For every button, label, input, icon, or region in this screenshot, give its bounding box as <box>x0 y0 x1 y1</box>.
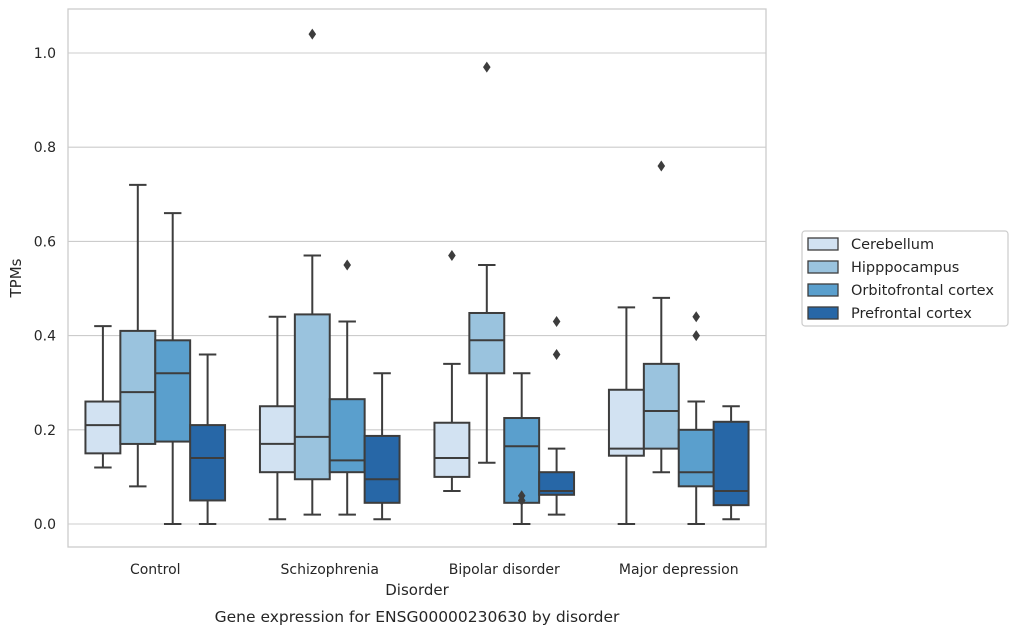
y-axis-ticks: 0.0 0.2 0.4 0.6 0.8 1.0 <box>34 46 56 533</box>
x-tick-label: Control <box>130 562 181 578</box>
box-hipppocampus <box>468 61 506 464</box>
legend-swatch <box>807 283 839 297</box>
box-cerebellum <box>607 306 645 525</box>
outlier-point <box>308 28 317 40</box>
legend-frame <box>801 230 1009 327</box>
boxes <box>84 28 750 525</box>
box-orbitofrontal-cortex <box>503 372 541 525</box>
legend-swatch <box>807 306 839 320</box>
box-cerebellum <box>258 315 296 521</box>
iqr-box <box>468 311 506 375</box>
box-orbitofrontal-cortex <box>154 212 192 525</box>
plot-area-frame <box>67 8 767 548</box>
box-cerebellum <box>433 250 471 493</box>
box-prefrontal-cortex <box>189 353 227 525</box>
chart-caption: Gene expression for ENSG00000230630 by d… <box>215 608 620 626</box>
outlier-point <box>692 311 700 323</box>
y-tick-label: 0.0 <box>34 517 56 533</box>
y-tick-label: 0.2 <box>34 423 56 439</box>
iqr-box <box>119 329 157 445</box>
legend-label: Orbitofrontal cortex <box>851 283 994 299</box>
x-axis-ticks: Control Schizophrenia Bipolar disorder Majo… <box>130 562 739 578</box>
legend-label: Cerebellum <box>851 237 934 253</box>
outlier-point <box>483 61 491 73</box>
y-tick-label: 0.8 <box>34 140 56 156</box>
iqr-box <box>642 362 680 450</box>
legend-swatch <box>807 237 839 251</box>
outlier-point <box>552 348 561 360</box>
iqr-box <box>677 428 715 488</box>
legend: Cerebellum Hipppocampus Orbitofrontal cort… <box>801 230 1009 327</box>
outlier-point <box>552 315 561 327</box>
y-tick-label: 0.6 <box>34 234 56 250</box>
iqr-box <box>607 388 645 457</box>
x-tick-label: Schizophrenia <box>281 562 379 578</box>
box-cerebellum <box>84 325 122 469</box>
y-tick-label: 0.4 <box>34 329 56 345</box>
outlier-point <box>343 259 351 271</box>
x-tick-label: Bipolar disorder <box>449 562 560 578</box>
iqr-box <box>84 400 122 455</box>
box-hipppocampus <box>119 183 157 488</box>
x-tick-label: Major depression <box>619 562 739 578</box>
outlier-point <box>517 490 526 502</box>
legend-swatch <box>807 260 839 274</box>
iqr-box <box>363 434 401 504</box>
y-tick-label: 1.0 <box>34 46 56 62</box>
iqr-box <box>538 471 576 496</box>
box-hipppocampus <box>642 160 680 474</box>
iqr-box <box>258 405 296 474</box>
box-orbitofrontal-cortex <box>328 259 366 516</box>
outlier-point <box>657 160 666 172</box>
outlier-point <box>692 330 700 342</box>
box-prefrontal-cortex <box>538 315 576 516</box>
legend-label: Hipppocampus <box>851 260 959 276</box>
box-prefrontal-cortex <box>363 372 401 521</box>
iqr-box <box>154 339 192 443</box>
iqr-box <box>712 420 750 507</box>
iqr-box <box>433 421 471 478</box>
outlier-point <box>448 250 456 262</box>
x-axis-label: Disorder <box>385 581 449 599</box>
iqr-box <box>503 417 541 504</box>
box-prefrontal-cortex <box>712 405 750 521</box>
iqr-box <box>189 424 227 502</box>
legend-label: Prefrontal cortex <box>851 306 972 322</box>
box-hipppocampus <box>293 28 331 516</box>
box-orbitofrontal-cortex <box>677 311 715 525</box>
iqr-box <box>293 313 331 481</box>
y-axis-label: TPMs <box>7 258 25 298</box>
